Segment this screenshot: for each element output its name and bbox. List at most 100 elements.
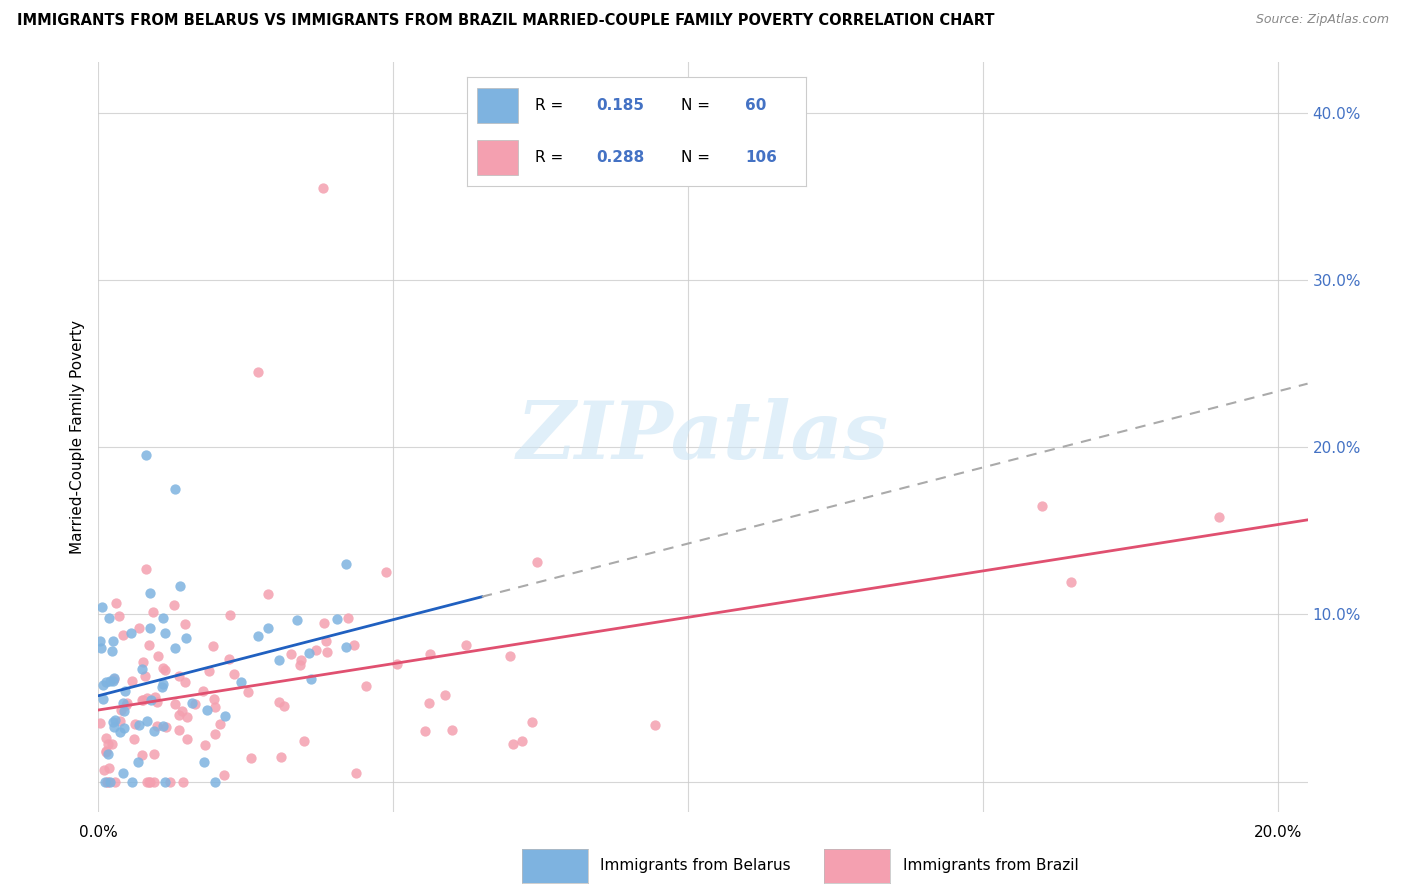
Point [343, 638, 366, 652]
Point [454, 638, 477, 652]
Point [90, 600, 112, 615]
Point [257, 621, 280, 635]
Point [97, 747, 120, 761]
Point [146, 695, 169, 709]
Point [138, 638, 160, 652]
Point [112, 704, 135, 718]
Point [218, 652, 240, 666]
Text: IMMIGRANTS FROM BELARUS VS IMMIGRANTS FROM BRAZIL MARRIED-COUPLE FAMILY POVERTY : IMMIGRANTS FROM BELARUS VS IMMIGRANTS FR… [17, 13, 994, 29]
Point [139, 774, 162, 789]
Point [202, 639, 225, 653]
Point [142, 606, 165, 620]
Point [111, 628, 134, 642]
Point [246, 629, 269, 643]
Point [316, 645, 339, 659]
Point [128, 621, 150, 635]
Point [239, 750, 262, 764]
Point [176, 710, 198, 724]
Point [301, 672, 323, 686]
Text: Immigrants from Brazil: Immigrants from Brazil [903, 858, 1078, 873]
Point [132, 693, 155, 707]
Point [135, 449, 157, 463]
Point [143, 724, 166, 739]
Point [146, 649, 169, 664]
Point [98, 611, 121, 625]
Point [212, 768, 235, 782]
Point [163, 697, 186, 711]
Point [97, 761, 120, 775]
Point [413, 723, 436, 738]
Point [104, 774, 127, 789]
Point [145, 719, 167, 733]
Point [142, 774, 165, 789]
Point [94, 674, 117, 689]
Point [103, 720, 125, 734]
Point [124, 717, 146, 731]
Point [101, 673, 124, 688]
Point [218, 608, 240, 623]
Point [335, 640, 357, 654]
Point [214, 708, 236, 723]
Point [91, 692, 114, 706]
Point [280, 647, 302, 661]
Point [121, 774, 143, 789]
Point [152, 611, 174, 625]
Point [257, 586, 280, 600]
Point [419, 647, 441, 661]
Point [159, 774, 181, 789]
Point [100, 774, 122, 789]
Point [136, 774, 159, 789]
Point [337, 611, 360, 625]
Point [510, 734, 533, 748]
Point [128, 718, 150, 732]
Point [1031, 499, 1053, 513]
Point [1060, 575, 1083, 590]
Point [131, 662, 153, 676]
Text: ZIPatlas: ZIPatlas [517, 399, 889, 475]
Point [101, 737, 124, 751]
Point [312, 616, 335, 631]
Point [135, 714, 157, 729]
Point [433, 688, 456, 702]
Point [167, 669, 190, 683]
Point [222, 666, 245, 681]
Point [96, 738, 118, 752]
Point [143, 690, 166, 704]
Point [315, 634, 337, 648]
Point [111, 696, 134, 710]
Point [499, 648, 522, 663]
Y-axis label: Married-Couple Family Poverty: Married-Couple Family Poverty [70, 320, 86, 554]
Point [526, 555, 548, 569]
Point [127, 755, 149, 769]
Point [100, 643, 122, 657]
Point [142, 747, 165, 761]
Text: Immigrants from Belarus: Immigrants from Belarus [600, 858, 790, 873]
Point [441, 723, 464, 737]
Point [285, 613, 308, 627]
Point [90, 641, 112, 656]
Point [136, 691, 159, 706]
Text: 20.0%: 20.0% [1254, 825, 1302, 840]
Point [152, 719, 174, 733]
Point [1208, 510, 1230, 524]
Point [122, 732, 145, 747]
Point [150, 680, 173, 694]
Point [169, 579, 191, 593]
Point [305, 642, 328, 657]
Point [152, 661, 174, 675]
Point [120, 625, 142, 640]
Point [418, 697, 440, 711]
Point [131, 747, 153, 762]
Point [111, 765, 134, 780]
Point [100, 673, 122, 688]
Point [93, 763, 115, 777]
Point [94, 731, 117, 746]
Point [385, 657, 408, 671]
Point [193, 755, 215, 769]
Point [96, 745, 118, 759]
Point [139, 693, 162, 707]
Point [138, 586, 160, 600]
Point [115, 696, 138, 710]
Point [180, 697, 202, 711]
Point [292, 733, 315, 747]
